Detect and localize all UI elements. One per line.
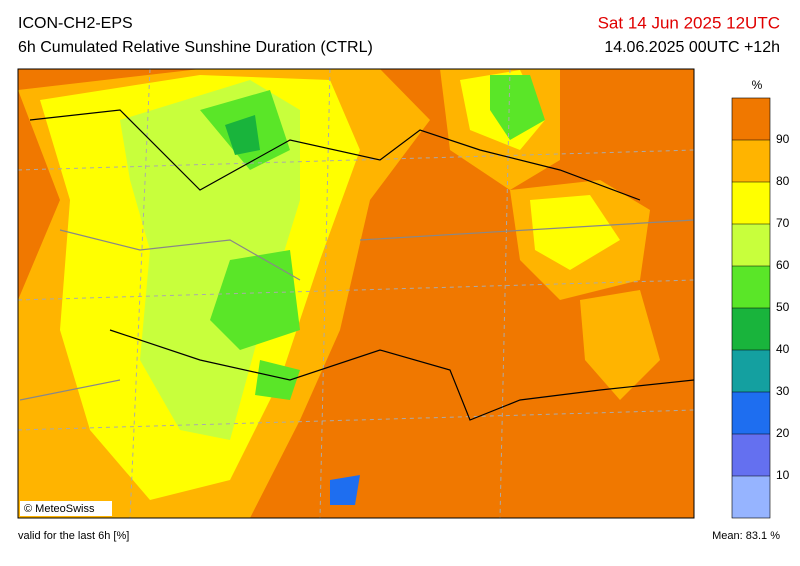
footer-note: valid for the last 6h [%]: [18, 530, 129, 542]
colorbar-segment: [732, 392, 770, 434]
region: [330, 475, 360, 505]
colorbar-segment: [732, 182, 770, 224]
region: [225, 115, 260, 155]
colorbar-tick-label: 20: [776, 426, 790, 440]
colorbar-segment: [732, 140, 770, 182]
colorbar-segment: [732, 266, 770, 308]
run-time: 14.06.2025 00UTC +12h: [604, 39, 780, 56]
valid-time: Sat 14 Jun 2025 12UTC: [598, 13, 780, 32]
colorbar: 10 20 30 40 50 60 70 80 90: [731, 97, 790, 519]
colorbar-tick-label: 80: [776, 174, 790, 188]
region: [580, 290, 660, 400]
copyright-box: [20, 501, 112, 516]
colorbar-tick-label: 70: [776, 216, 790, 230]
colorbar-tick-label: 60: [776, 258, 790, 272]
region: [200, 90, 300, 400]
colorbar-tick-label: 30: [776, 384, 790, 398]
region: [490, 75, 545, 140]
colorbar-tick-label: 90: [776, 132, 790, 146]
colorbar-tick-label: 10: [776, 468, 790, 482]
colorbar-segment: [732, 476, 770, 518]
colorbar-segment: [732, 350, 770, 392]
region: [120, 80, 300, 440]
colorbar-segment: [732, 98, 770, 140]
map: © MeteoSwiss: [17, 68, 695, 519]
colorbar-segment: [732, 224, 770, 266]
region: [530, 195, 620, 270]
colorbar-frame: [731, 97, 771, 519]
subtitle: 6h Cumulated Relative Sunshine Duration …: [18, 39, 373, 56]
colorbar-tick-label: 50: [776, 300, 790, 314]
colorbar-tick-label: 40: [776, 342, 790, 356]
title: ICON-CH2-EPS: [18, 15, 133, 32]
copyright: © MeteoSwiss: [24, 503, 95, 515]
colorbar-unit: %: [752, 78, 763, 92]
colorbar-segment: [732, 434, 770, 476]
mean: Mean: 83.1 %: [712, 530, 780, 542]
colorbar-segment: [732, 308, 770, 350]
